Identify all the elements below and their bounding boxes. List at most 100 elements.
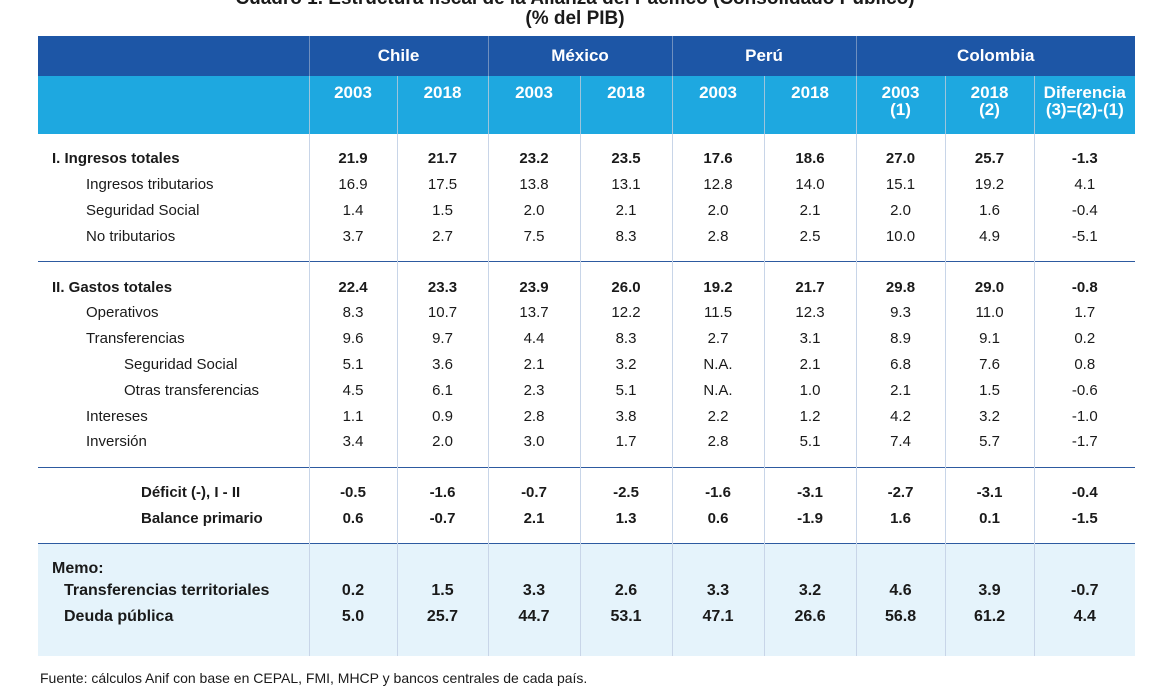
table-row: Intereses 1.1 0.9 2.8 3.8 2.2 1.2 4.2 3.2 -1.0 <box>38 403 1136 429</box>
source-note: Fuente: cálculos Anif con base en CEPAL,… <box>40 670 588 686</box>
spacer-cell <box>308 629 397 656</box>
table-cell: 19.2 <box>944 171 1035 198</box>
table-cell: 4.5 <box>308 377 397 404</box>
header-year-chile-2018: 2018 <box>396 76 488 134</box>
table-cell: 23.3 <box>396 274 488 300</box>
spacer-cell <box>671 466 765 480</box>
table-cell: -0.7 <box>487 479 580 506</box>
table-cell: -1.9 <box>763 505 857 532</box>
row-label: Seguridad Social <box>86 201 200 219</box>
table-cell: 2.8 <box>487 403 580 429</box>
table-cell: 23.2 <box>487 146 580 172</box>
spacer-cell <box>855 466 946 480</box>
spacer-cell <box>671 531 765 544</box>
table-cell: 3.2 <box>763 578 857 605</box>
row-label: Transferencias territoriales <box>38 578 309 605</box>
spacer-cell <box>944 531 1035 544</box>
table-cell: 4.4 <box>487 325 580 352</box>
table-cell: 3.8 <box>579 403 673 429</box>
row-label: Inversión <box>86 433 147 451</box>
table-cell: 23.5 <box>579 146 673 172</box>
spacer-cell <box>308 454 397 468</box>
table-cell: 1.5 <box>396 578 488 605</box>
table-cell: 53.1 <box>579 604 673 630</box>
spacer-cell <box>671 134 765 146</box>
table-row: I. Ingresos totales 21.9 21.7 23.2 23.5 17.6 1… <box>38 146 1136 172</box>
table-cell: 0.9 <box>396 403 488 429</box>
table-cell: 1.6 <box>855 505 946 532</box>
header-country-peru: Perú <box>671 36 857 76</box>
row-label: No tributarios <box>86 227 176 245</box>
memo-heading-cell <box>671 543 765 579</box>
table-cell: 25.7 <box>944 146 1035 172</box>
header-year-colombia-2003-year: 2003 <box>881 83 920 102</box>
table-cell: 44.7 <box>487 604 580 630</box>
table-cell: 7.6 <box>944 351 1035 378</box>
fiscal-structure-table: Chile México Perú Colombia 2003 2018 200… <box>38 36 1136 656</box>
memo-heading-cell <box>763 543 857 579</box>
spacer-cell <box>944 134 1035 146</box>
table-cell: 2.8 <box>671 223 765 250</box>
table-cell: -0.7 <box>1033 578 1136 605</box>
table-cell: 3.0 <box>487 428 580 455</box>
spacer-cell <box>579 261 673 275</box>
table-cell: 2.1 <box>579 197 673 224</box>
table-cell: 56.8 <box>855 604 946 630</box>
table-cell: 3.9 <box>944 578 1035 605</box>
table-subtitle: (% del PIB) <box>525 8 625 29</box>
spacer-cell <box>487 531 580 544</box>
memo-heading-cell <box>579 543 673 579</box>
spacer-cell <box>763 466 857 480</box>
table-cell: 25.7 <box>396 604 488 630</box>
row-label: Intereses <box>86 407 148 425</box>
table-cell: -5.1 <box>1033 223 1136 250</box>
spacer-cell <box>396 466 488 480</box>
table-cell: 61.2 <box>944 604 1035 630</box>
header-country-chile: Chile <box>308 36 488 76</box>
row-label: Otras transferencias <box>124 381 260 399</box>
table-cell: 13.8 <box>487 171 580 198</box>
memo-heading-cell <box>855 543 946 579</box>
spacer-cell <box>579 466 673 480</box>
table-cell: 2.0 <box>487 197 580 224</box>
table-row: Transferencias territoriales 0.2 1.5 3.3 2.6… <box>38 578 1136 605</box>
table-cell: 3.3 <box>671 578 765 605</box>
table-cell: 1.4 <box>308 197 397 224</box>
table-cell: 4.6 <box>855 578 946 605</box>
table-cell: 1.2 <box>763 403 857 429</box>
table-cell: -1.7 <box>1033 428 1136 455</box>
table-cell: -1.5 <box>1033 505 1136 532</box>
spacer-cell <box>38 531 309 544</box>
spacer-cell <box>38 249 309 262</box>
table-cell: 10.7 <box>396 299 488 326</box>
table-cell: -3.1 <box>763 479 857 506</box>
header-year-colombia-2003: 2003 (1) <box>855 76 946 134</box>
table-cell: 26.6 <box>763 604 857 630</box>
table-cell: 18.6 <box>763 146 857 172</box>
table-cell: 0.6 <box>671 505 765 532</box>
spacer-cell <box>396 531 488 544</box>
table-cell: 27.0 <box>855 146 946 172</box>
spacer-cell <box>396 134 488 146</box>
header-difference-label: Diferencia <box>1043 83 1126 102</box>
table-cell: 21.7 <box>763 274 857 300</box>
row-label: Operativos <box>86 304 159 322</box>
table-cell: 2.0 <box>671 197 765 224</box>
table-row: Ingresos tributarios 16.9 17.5 13.8 13.1 12.8… <box>38 171 1136 198</box>
table-cell: 2.7 <box>396 223 488 250</box>
table-cell: 2.1 <box>763 197 857 224</box>
table-row: Seguridad Social 1.4 1.5 2.0 2.1 2.0 2.1 2.0 1.6… <box>38 197 1136 224</box>
spacer-cell <box>944 249 1035 262</box>
memo-heading-cell <box>487 543 580 579</box>
table-cell: 1.0 <box>763 377 857 404</box>
table-title: Cuadro 1. Estructura fiscal de la Alianz… <box>0 0 1150 10</box>
table-cell: 2.1 <box>855 377 946 404</box>
spacer-cell <box>579 454 673 468</box>
table-cell: 29.8 <box>855 274 946 300</box>
memo-section: Memo: Transferencias territoriales 0.2 1.5 3… <box>38 543 1136 656</box>
spacer-cell <box>944 629 1035 656</box>
header-year-peru-2018: 2018 <box>763 76 857 134</box>
table-cell: 19.2 <box>671 274 765 300</box>
table-cell: 2.5 <box>763 223 857 250</box>
header-year-colombia-2018-index: (2) <box>979 100 1000 119</box>
